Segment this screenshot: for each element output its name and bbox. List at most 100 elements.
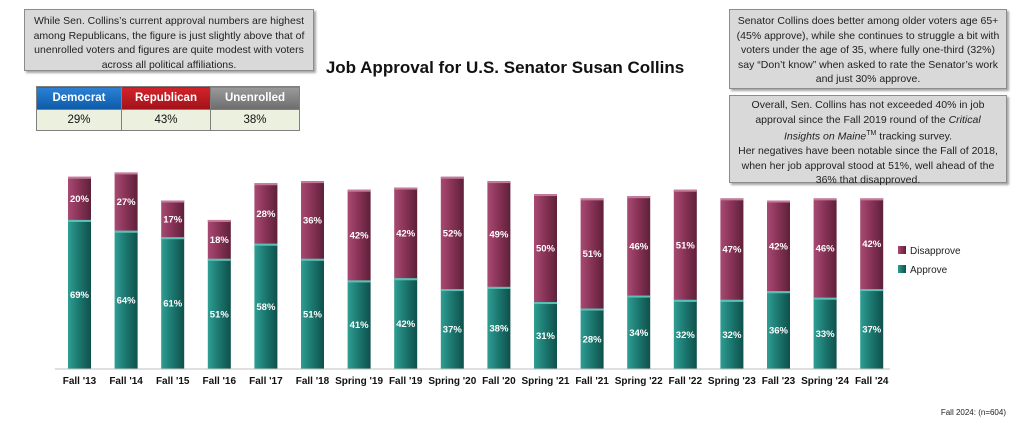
x-tick-label: Fall '18 — [296, 376, 330, 387]
bar-approve — [720, 299, 744, 369]
bar-disapprove — [440, 176, 464, 290]
label-disapprove: 46% — [629, 241, 649, 252]
x-tick-label: Fall '20 — [482, 376, 516, 387]
bar-disapprove — [673, 189, 697, 300]
x-tick-label: Spring '20 — [428, 376, 476, 387]
x-tick-label: Fall '23 — [762, 376, 796, 387]
bar-approve — [68, 219, 91, 369]
legend: Disapprove Approve — [898, 246, 961, 276]
bar-approve-top — [114, 230, 138, 233]
label-approve: 37% — [862, 325, 882, 336]
label-disapprove: 36% — [303, 215, 323, 226]
bar-approve-top — [534, 302, 557, 305]
x-tick-label: Spring '22 — [615, 376, 663, 387]
value-unenrolled: 38% — [210, 109, 300, 131]
label-approve: 34% — [629, 328, 649, 339]
bar-disapprove — [207, 219, 231, 259]
label-approve: 58% — [256, 302, 276, 313]
bar-approve-top — [627, 295, 651, 298]
label-disapprove: 18% — [210, 235, 230, 246]
bar-disapprove-top — [534, 194, 557, 197]
bar-disapprove-top — [440, 176, 464, 179]
bar-approve-top — [860, 289, 884, 292]
bar-approve — [767, 291, 790, 369]
label-disapprove: 50% — [536, 244, 556, 255]
bars-layer: 20% 69% Fall '13 27% 64% Fall '14 17% 61% Fall '… — [63, 172, 889, 387]
bar-disapprove — [720, 198, 744, 300]
x-tick-label: Spring '19 — [335, 376, 383, 387]
x-tick-label: Fall '15 — [156, 376, 190, 387]
bar-disapprove — [114, 172, 138, 231]
x-tick-label: Fall '13 — [63, 376, 97, 387]
callout-trend-text-1: Overall, Sen. Collins has not exceeded 4… — [751, 99, 985, 126]
bar-disapprove — [860, 198, 884, 290]
legend-label-approve: Approve — [910, 265, 948, 276]
bar-approve-top — [347, 280, 371, 283]
bar-disapprove — [301, 181, 324, 259]
party-approval-table: Democrat Republican Unenrolled 29% 43% 3… — [36, 86, 300, 131]
bar-approve-top — [767, 291, 790, 294]
bar-disapprove-top — [394, 187, 418, 190]
x-tick-label: Fall '22 — [669, 376, 703, 387]
bar-disapprove-top — [720, 198, 744, 201]
label-approve: 28% — [583, 334, 603, 345]
callout-party-summary-text: While Sen. Collins’s current approval nu… — [33, 15, 305, 71]
bar-approve-top — [720, 299, 744, 302]
legend-swatch-approve — [898, 265, 906, 273]
bar-disapprove-top — [580, 198, 604, 201]
label-disapprove: 28% — [256, 209, 276, 220]
bar-approve-top — [254, 243, 278, 246]
label-approve: 61% — [163, 299, 183, 310]
bar-approve-top — [487, 286, 511, 289]
label-approve: 42% — [396, 319, 416, 330]
label-disapprove: 42% — [396, 228, 416, 239]
header-republican: Republican — [121, 86, 211, 110]
label-disapprove: 42% — [350, 231, 370, 242]
bar-disapprove-top — [767, 200, 790, 203]
label-approve: 51% — [210, 309, 230, 320]
label-disapprove: 27% — [117, 197, 137, 208]
bar-approve-top — [394, 278, 418, 281]
bar-disapprove-top — [68, 176, 91, 179]
label-disapprove: 42% — [862, 239, 882, 250]
label-disapprove: 20% — [70, 194, 90, 205]
bar-disapprove — [161, 200, 185, 238]
callout-age-summary: Senator Collins does better among older … — [729, 9, 1007, 89]
bar-disapprove-top — [207, 219, 231, 222]
label-approve: 64% — [117, 295, 137, 306]
label-approve: 36% — [769, 326, 789, 337]
label-approve: 32% — [676, 330, 696, 341]
bar-disapprove-top — [347, 189, 371, 192]
callout-party-summary: While Sen. Collins’s current approval nu… — [24, 9, 314, 71]
callout-trend-text-2: tracking survey. — [876, 130, 953, 143]
label-approve: 37% — [443, 325, 463, 336]
sample-size-footnote: Fall 2024: (n=604) — [940, 408, 1006, 417]
bar-approve — [394, 278, 418, 369]
bar-approve-top — [161, 237, 185, 240]
label-approve: 33% — [816, 329, 836, 340]
label-approve: 69% — [70, 290, 90, 301]
chart-title: Job Approval for U.S. Senator Susan Coll… — [325, 58, 685, 77]
label-approve: 32% — [722, 330, 742, 341]
bar-approve-top — [301, 258, 324, 261]
bar-disapprove — [767, 200, 790, 292]
bar-disapprove-top — [860, 198, 884, 201]
label-disapprove: 47% — [722, 245, 742, 256]
x-tick-label: Fall '24 — [855, 376, 889, 387]
label-approve: 51% — [303, 309, 323, 320]
bar-approve — [161, 237, 185, 369]
label-disapprove: 52% — [443, 228, 463, 239]
bar-approve — [254, 243, 278, 369]
bar-disapprove-top — [161, 200, 185, 203]
header-unenrolled: Unenrolled — [210, 86, 300, 110]
bar-disapprove — [347, 189, 371, 281]
header-democrat: Democrat — [36, 86, 122, 110]
label-disapprove: 17% — [163, 214, 183, 225]
label-disapprove: 51% — [583, 249, 603, 260]
bar-approve — [440, 289, 464, 369]
label-approve: 38% — [489, 323, 509, 334]
bar-approve — [813, 297, 837, 369]
bar-approve — [580, 308, 604, 369]
bar-approve — [673, 299, 697, 369]
